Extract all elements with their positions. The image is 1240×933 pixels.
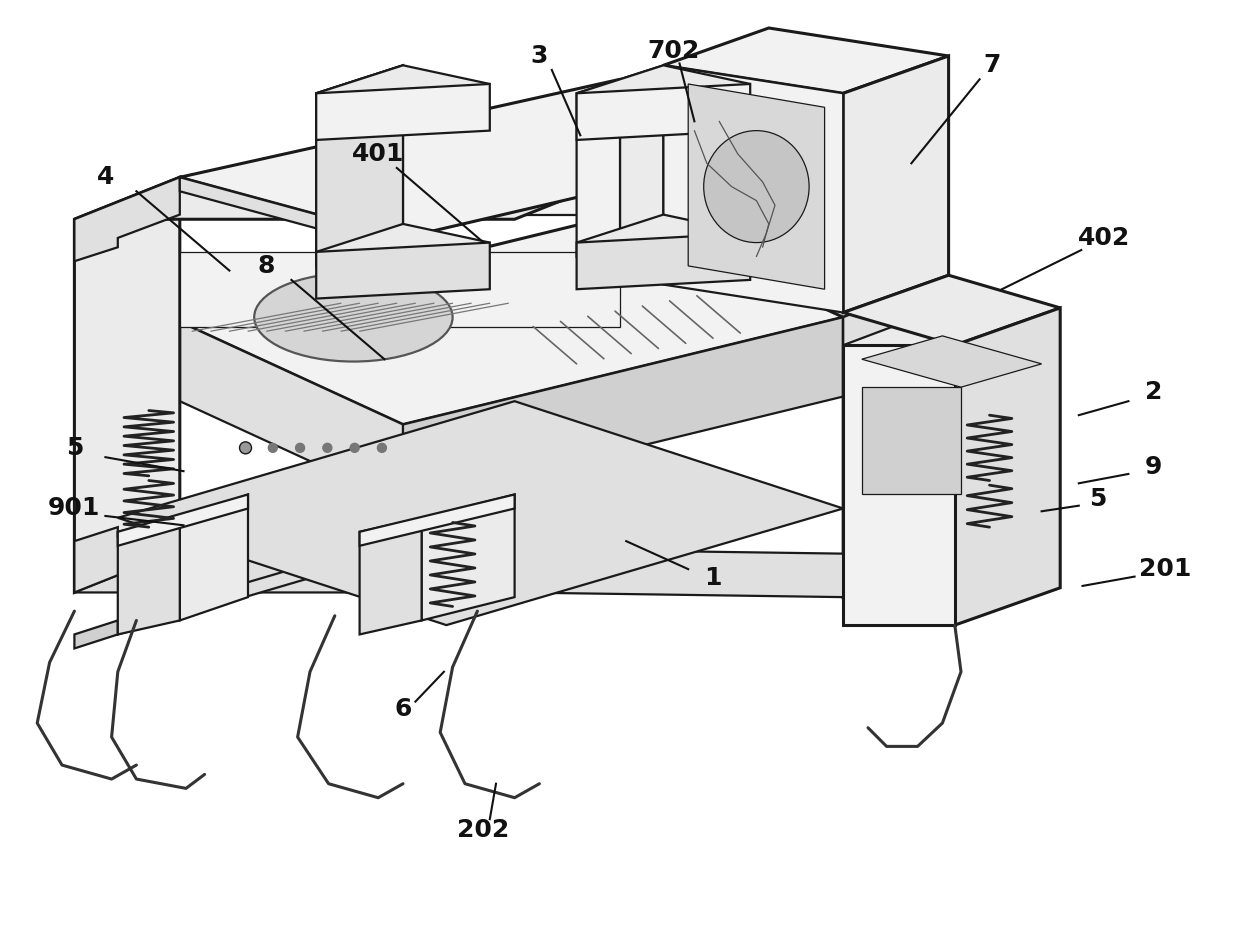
Text: 4: 4 [97, 165, 114, 189]
Polygon shape [316, 79, 360, 266]
Polygon shape [620, 215, 949, 313]
Ellipse shape [703, 131, 808, 243]
Polygon shape [843, 275, 1060, 345]
Polygon shape [180, 494, 248, 620]
Circle shape [268, 443, 278, 453]
Polygon shape [515, 550, 949, 597]
Polygon shape [577, 84, 750, 140]
Polygon shape [955, 308, 1060, 625]
Polygon shape [118, 518, 180, 634]
Text: 402: 402 [1078, 226, 1130, 250]
Polygon shape [180, 177, 620, 215]
Text: 5: 5 [66, 436, 83, 460]
Polygon shape [74, 620, 118, 648]
Polygon shape [360, 518, 422, 634]
Polygon shape [316, 65, 403, 266]
Polygon shape [688, 84, 825, 289]
Polygon shape [843, 275, 949, 597]
Polygon shape [843, 541, 949, 597]
Polygon shape [862, 387, 961, 494]
Text: 6: 6 [394, 697, 412, 721]
Text: 1: 1 [704, 566, 722, 591]
Circle shape [322, 443, 332, 453]
Text: 5: 5 [1089, 487, 1106, 511]
Polygon shape [180, 252, 620, 327]
Polygon shape [118, 401, 843, 625]
Text: 7: 7 [983, 53, 1001, 77]
Polygon shape [118, 494, 248, 546]
Polygon shape [577, 215, 750, 261]
Polygon shape [422, 494, 515, 620]
Circle shape [377, 443, 387, 453]
Circle shape [295, 443, 305, 453]
Ellipse shape [254, 273, 453, 362]
Polygon shape [316, 65, 490, 112]
Polygon shape [180, 79, 843, 238]
Polygon shape [360, 494, 515, 546]
Polygon shape [180, 322, 403, 504]
Polygon shape [74, 550, 620, 592]
Polygon shape [118, 504, 515, 634]
Text: 8: 8 [258, 254, 275, 278]
Polygon shape [74, 518, 180, 592]
Polygon shape [316, 224, 490, 271]
Polygon shape [620, 65, 663, 243]
Polygon shape [843, 56, 949, 313]
Polygon shape [360, 65, 403, 252]
Polygon shape [663, 65, 843, 313]
Polygon shape [180, 177, 403, 252]
Polygon shape [843, 275, 949, 345]
Polygon shape [316, 243, 490, 299]
Polygon shape [843, 345, 955, 625]
Polygon shape [577, 79, 620, 257]
Polygon shape [577, 65, 750, 112]
Text: 3: 3 [531, 44, 548, 68]
Polygon shape [74, 177, 180, 261]
Polygon shape [180, 215, 843, 425]
Text: 702: 702 [647, 39, 699, 63]
Text: 202: 202 [458, 818, 510, 842]
Text: 2: 2 [1145, 380, 1162, 404]
Text: 9: 9 [1145, 454, 1162, 479]
Polygon shape [74, 177, 180, 592]
Polygon shape [403, 317, 843, 504]
Circle shape [239, 442, 252, 453]
Polygon shape [663, 28, 949, 93]
Text: 401: 401 [352, 142, 404, 166]
Circle shape [350, 443, 360, 453]
Polygon shape [316, 84, 490, 140]
Text: 901: 901 [48, 496, 100, 521]
Polygon shape [577, 233, 750, 289]
Polygon shape [74, 177, 620, 219]
Text: 201: 201 [1140, 557, 1192, 581]
Polygon shape [862, 336, 1042, 387]
